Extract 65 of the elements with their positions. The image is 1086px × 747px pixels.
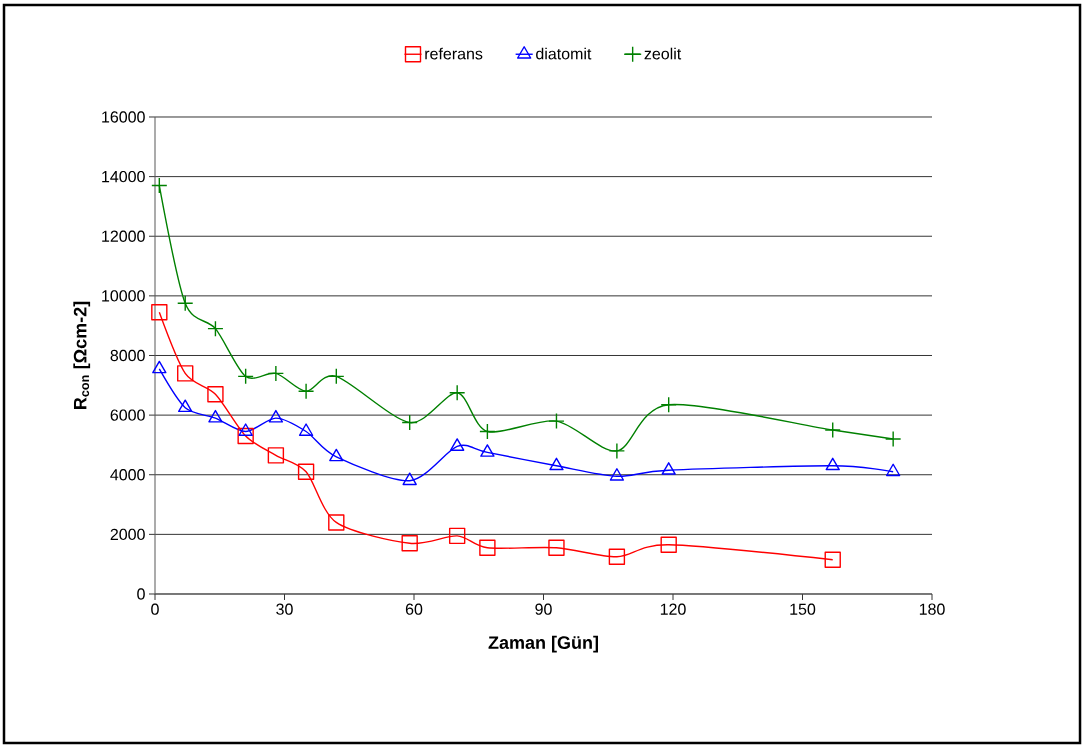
point <box>401 535 418 552</box>
point <box>401 414 418 431</box>
point <box>660 396 677 413</box>
legend-label: diatomit <box>536 47 592 60</box>
point <box>298 423 314 436</box>
point <box>824 421 841 439</box>
y-tick-label: 6000 <box>110 409 145 421</box>
point <box>825 457 840 471</box>
y-axis-title: R$_{con}$ [Ωcm-2] <box>73 301 91 409</box>
x-tick-label: 180 <box>919 603 945 615</box>
y-tick-label: 8000 <box>110 349 145 362</box>
point <box>328 514 345 531</box>
point <box>207 320 224 337</box>
point <box>152 360 167 374</box>
point <box>448 384 466 401</box>
x-tick-label: 120 <box>660 603 686 615</box>
x-tick-label: 90 <box>535 603 552 615</box>
point <box>178 399 193 413</box>
legend-label: referans <box>425 47 483 60</box>
x-tick-label: 150 <box>790 603 816 615</box>
point <box>548 539 565 556</box>
point <box>448 527 466 545</box>
point <box>177 365 194 382</box>
point <box>297 383 315 400</box>
point <box>328 368 345 385</box>
point <box>885 463 901 477</box>
point <box>297 463 315 480</box>
legend-label: zeolit <box>644 47 682 60</box>
y-tick-label: 10000 <box>102 290 145 302</box>
x-axis-title: Zaman [Gün] <box>488 635 598 653</box>
point <box>660 536 677 554</box>
point <box>177 295 194 312</box>
point <box>548 412 565 430</box>
point <box>207 386 224 403</box>
point <box>479 423 496 440</box>
point <box>329 448 344 462</box>
point <box>151 304 168 321</box>
point <box>267 365 285 382</box>
point <box>824 551 841 568</box>
point <box>402 472 417 486</box>
y-tick-label: 0 <box>137 588 145 600</box>
y-tick-label: 16000 <box>102 111 145 123</box>
point <box>267 447 285 464</box>
point <box>608 442 626 460</box>
x-tick-label: 30 <box>276 603 293 615</box>
y-tick-label: 2000 <box>110 528 145 541</box>
point <box>237 427 254 445</box>
y-tick-label: 12000 <box>102 230 145 242</box>
point <box>549 457 564 471</box>
point <box>238 423 253 436</box>
point <box>608 548 626 565</box>
point <box>480 444 495 457</box>
point <box>208 409 223 423</box>
y-tick-label: 4000 <box>110 469 145 481</box>
y-tick-label: 14000 <box>102 170 145 183</box>
point <box>268 409 284 423</box>
point <box>884 430 902 448</box>
point <box>609 468 625 481</box>
point <box>449 438 465 451</box>
point <box>661 462 676 475</box>
point <box>237 368 254 385</box>
x-tick-label: 60 <box>405 603 423 615</box>
x-tick-label: 0 <box>151 603 159 615</box>
point <box>479 539 496 556</box>
point <box>151 177 168 194</box>
